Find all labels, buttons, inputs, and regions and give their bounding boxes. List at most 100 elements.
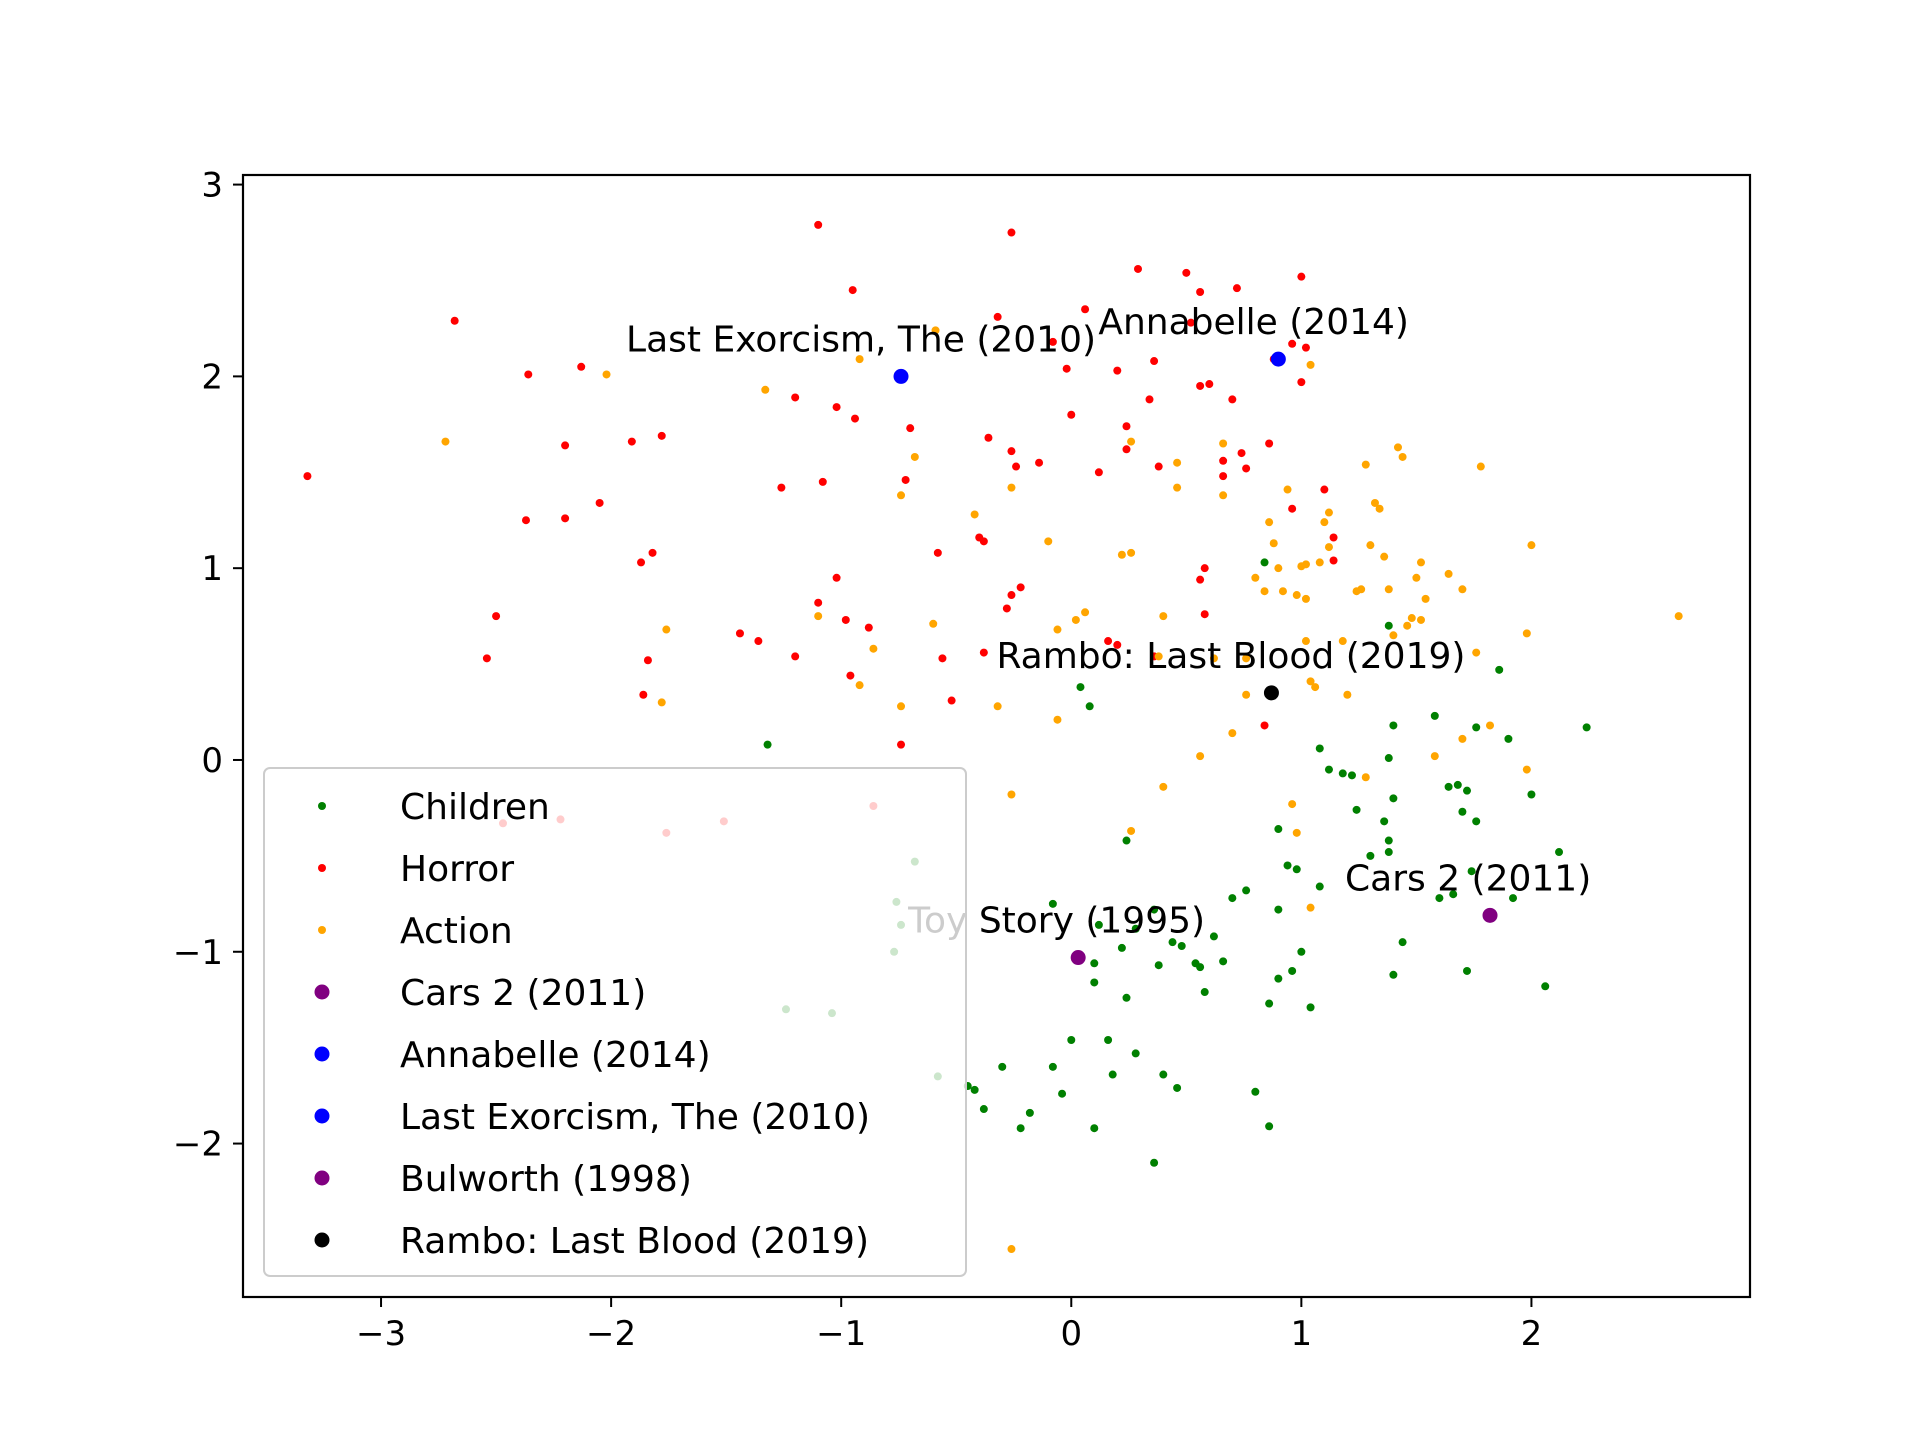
point-children-20	[1090, 1124, 1099, 1133]
point-action-0	[441, 437, 450, 446]
point-action-49	[1315, 558, 1324, 567]
point-horror-28	[1113, 366, 1122, 375]
point-action-60	[1375, 504, 1384, 513]
annotation-cars-2-2011: Cars 2 (2011)	[1345, 858, 1591, 899]
point-action-32	[1196, 752, 1205, 761]
legend-item-rambo-last-blood-2019: Rambo: Last Blood (2019)	[314, 1221, 869, 1262]
legend-item-last-exorcism-the-2010: Last Exorcism, The (2010)	[314, 1097, 870, 1138]
point-action-2	[761, 385, 770, 394]
point-children-34	[1122, 993, 1131, 1002]
point-horror-44	[1094, 468, 1103, 477]
point-action-29	[1127, 826, 1136, 835]
legend-label: Bulworth (1998)	[400, 1159, 692, 1200]
point-action-40	[1274, 564, 1283, 573]
point-children-48	[1274, 825, 1283, 834]
point-horror-36	[1297, 272, 1306, 281]
point-horror-32	[1232, 284, 1241, 293]
point-action-3	[931, 326, 940, 335]
point-horror-22	[848, 286, 857, 295]
legend-marker	[314, 1046, 330, 1062]
annotation-rambo-last-blood-2019: Rambo: Last Blood (2019)	[996, 636, 1465, 677]
point-horror-12	[637, 558, 646, 567]
point-horror-89	[1329, 533, 1338, 542]
point-action-82	[1292, 828, 1301, 837]
point-horror-6	[657, 431, 666, 440]
point-children-64	[1384, 848, 1393, 857]
point-horror-63	[864, 623, 873, 632]
point-children-43	[1209, 932, 1218, 941]
point-horror-77	[897, 740, 906, 749]
point-action-28	[1159, 782, 1168, 791]
point-action-84	[1301, 560, 1310, 569]
point-children-44	[1219, 957, 1228, 966]
point-children-36	[1150, 905, 1159, 914]
point-horror-26	[1062, 364, 1071, 373]
point-children-37	[1154, 961, 1163, 970]
point-horror-1	[450, 316, 459, 325]
point-children-33	[1117, 943, 1126, 952]
point-action-34	[1219, 439, 1228, 448]
point-children-73	[1463, 786, 1472, 795]
x-tick-label: −2	[586, 1314, 636, 1354]
point-horror-23	[1007, 228, 1016, 237]
point-horror-71	[979, 648, 988, 657]
series-action	[441, 326, 1683, 1254]
point-horror-7	[521, 516, 530, 525]
point-horror-30	[1182, 268, 1191, 277]
point-children-21	[1104, 1035, 1113, 1044]
point-horror-37	[1297, 378, 1306, 387]
point-horror-38	[1196, 381, 1205, 390]
legend-label: Last Exorcism, The (2010)	[400, 1097, 870, 1138]
point-action-79	[1522, 765, 1531, 774]
point-action-86	[1242, 690, 1251, 699]
point-horror-5	[627, 437, 636, 446]
point-action-22	[1127, 548, 1136, 557]
point-horror-93	[1150, 357, 1159, 366]
point-horror-42	[1122, 445, 1131, 454]
point-action-14	[1007, 483, 1016, 492]
point-action-83	[1306, 903, 1315, 912]
y-axis: −2 −1 0 1 2 3	[173, 166, 243, 1165]
point-rambo-last-blood-2019-0	[1263, 685, 1279, 701]
point-action-25	[1173, 483, 1182, 492]
point-children-15	[1016, 1124, 1025, 1133]
point-action-73	[1458, 585, 1467, 594]
legend-label: Rambo: Last Blood (2019)	[400, 1221, 869, 1262]
point-action-76	[1472, 648, 1481, 657]
point-action-39	[1269, 539, 1278, 548]
point-action-6	[814, 612, 823, 621]
point-action-65	[1398, 452, 1407, 461]
point-children-26	[1173, 1083, 1182, 1092]
point-action-50	[1320, 518, 1329, 527]
point-action-21	[1117, 550, 1126, 559]
point-action-48	[1311, 683, 1320, 692]
point-cars-2-2011-0	[1482, 907, 1498, 923]
point-action-18	[1053, 625, 1062, 634]
point-action-4	[855, 355, 864, 364]
point-action-81	[1288, 800, 1297, 809]
point-children-88	[1265, 999, 1274, 1008]
point-action-26	[1159, 612, 1168, 621]
point-children-57	[1338, 769, 1347, 778]
point-horror-64	[1007, 591, 1016, 600]
legend-marker	[318, 802, 326, 810]
point-children-27	[1251, 1087, 1260, 1096]
point-action-80	[1674, 612, 1683, 621]
point-children-79	[1463, 966, 1472, 975]
point-children-55	[1315, 744, 1324, 753]
point-horror-53	[906, 424, 915, 433]
point-action-64	[1393, 443, 1402, 452]
point-action-45	[1301, 594, 1310, 603]
point-children-24	[1150, 1158, 1159, 1167]
point-horror-58	[979, 537, 988, 546]
plot-frame	[241, 173, 1752, 1299]
point-horror-41	[1122, 422, 1131, 431]
point-horror-54	[901, 475, 910, 484]
point-horror-82	[1219, 472, 1228, 481]
x-tick-label: 0	[1060, 1314, 1082, 1354]
point-children-17	[1048, 1062, 1057, 1071]
point-children-53	[1297, 947, 1306, 956]
point-horror-27	[1081, 305, 1090, 314]
point-action-87	[1228, 729, 1237, 738]
point-children-25	[1159, 1070, 1168, 1079]
